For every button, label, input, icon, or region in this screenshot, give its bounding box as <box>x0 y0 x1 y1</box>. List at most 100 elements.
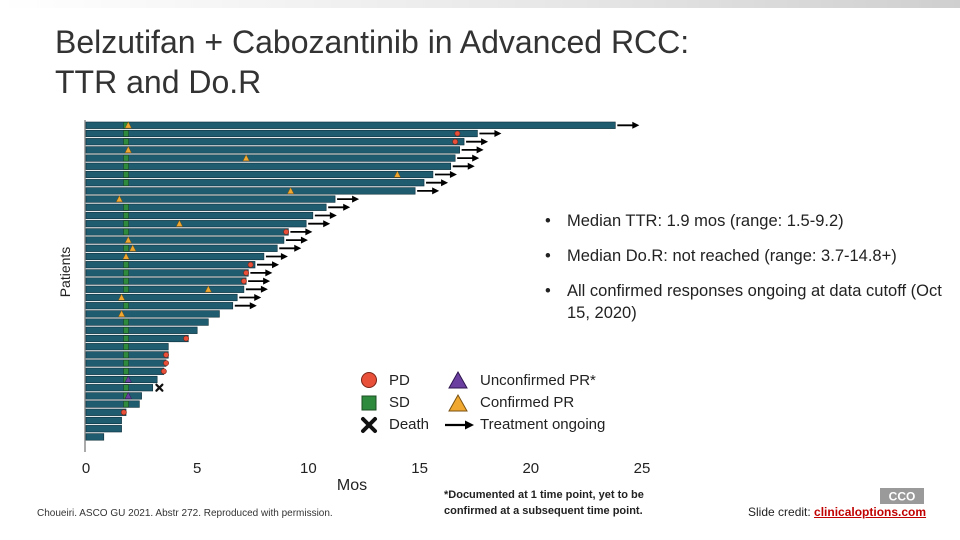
ongoing-arrowhead <box>441 179 449 187</box>
credit-link[interactable]: clinicaloptions.com <box>814 505 927 519</box>
confirmed-pr-marker <box>117 309 126 317</box>
sd-marker <box>123 318 129 326</box>
sd-marker <box>123 220 129 227</box>
confirmed-pr-marker <box>124 236 132 244</box>
patient-bar <box>85 121 616 129</box>
bullet-median-ttr: • Median TTR: 1.9 mos (range: 1.5-9.2) <box>545 210 945 232</box>
patient-bar <box>85 203 327 211</box>
pd-marker <box>283 228 290 235</box>
patient-bar <box>85 433 105 441</box>
sd-marker <box>123 269 129 277</box>
ongoing-arrowhead <box>343 203 351 211</box>
legend-arrow-symbol <box>445 420 474 430</box>
patient-bar <box>85 285 245 293</box>
confirmed-pr-marker <box>115 195 123 203</box>
patient-bar <box>85 326 198 334</box>
confirmed-pr-marker <box>287 186 295 194</box>
unconfirmed-pr-marker <box>124 391 132 399</box>
ongoing-arrowhead <box>265 269 273 277</box>
patient-bar <box>85 416 122 425</box>
confirmed-pr-marker <box>122 252 130 260</box>
sd-marker <box>123 302 129 309</box>
legend-sd-label: SD <box>389 394 410 411</box>
bullet-text: Median TTR: 1.9 mos (range: 1.5-9.2) <box>567 212 844 230</box>
ongoing-arrowhead <box>432 187 440 195</box>
patient-bar <box>85 187 416 195</box>
sd-marker <box>123 261 129 268</box>
ongoing-arrowhead <box>272 261 280 269</box>
pd-marker <box>247 261 254 268</box>
x-tick-label: 25 <box>634 460 651 477</box>
bullet-median-dor: • Median Do.R: not reached (range: 3.7-1… <box>545 245 945 267</box>
x-tick-label: 10 <box>300 460 317 477</box>
sd-marker <box>123 130 129 137</box>
sd-marker <box>123 343 129 350</box>
sd-marker <box>123 327 129 334</box>
ongoing-arrowhead <box>254 294 262 301</box>
ongoing-arrowhead <box>352 195 360 203</box>
ongoing-arrowhead <box>494 130 502 137</box>
confirmed-pr-marker <box>242 154 250 162</box>
pd-marker <box>160 368 167 375</box>
legend-pd-symbol <box>361 372 377 388</box>
ongoing-arrowhead <box>467 162 475 170</box>
confirmed-pr-marker <box>204 285 212 293</box>
ongoing-arrowhead <box>632 121 640 129</box>
patient-bar <box>85 293 238 302</box>
patient-bar <box>85 277 247 285</box>
patient-bar <box>85 195 336 203</box>
footnote: *Documented at 1 time point, yet to be c… <box>444 487 644 519</box>
ongoing-arrowhead <box>300 236 308 244</box>
bullet-marker: • <box>545 282 551 300</box>
bullet-responses-ongoing: • All confirmed responses ongoing at dat… <box>545 280 945 324</box>
footnote-line2: confirmed at a subsequent time point. <box>444 505 643 517</box>
ongoing-arrowhead <box>294 244 302 252</box>
x-tick-label: 5 <box>193 460 201 477</box>
patient-bar <box>85 170 434 179</box>
logo-text: CCO <box>889 490 916 504</box>
credit-label: Slide credit: <box>748 505 815 519</box>
patient-bar <box>85 228 289 236</box>
patient-bar <box>85 129 478 138</box>
marker-layer <box>115 121 640 416</box>
sd-marker <box>123 228 129 236</box>
sd-marker <box>123 400 129 408</box>
slide-title: Belzutifan + Cabozantinib in Advanced RC… <box>55 22 689 102</box>
bullet-marker: • <box>545 247 551 265</box>
pd-marker <box>241 278 247 284</box>
confirmed-pr-marker <box>117 293 126 301</box>
sd-marker <box>123 163 129 170</box>
sd-marker <box>123 351 129 359</box>
patient-bar <box>85 146 460 154</box>
patient-bar <box>85 211 314 220</box>
x-axis-ticks: 0 5 10 15 20 25 <box>82 460 651 477</box>
patient-bar <box>85 392 142 400</box>
pd-marker <box>452 138 459 145</box>
sd-marker <box>123 335 129 342</box>
legend-ongoing-label: Treatment ongoing <box>480 416 606 433</box>
legend-death-label: Death <box>389 416 430 433</box>
sd-marker <box>123 204 129 211</box>
slide-title-line1: Belzutifan + Cabozantinib in Advanced RC… <box>55 24 690 60</box>
patient-bar <box>85 384 154 392</box>
pd-marker <box>120 409 127 416</box>
death-marker <box>155 383 164 392</box>
patient-bar <box>85 236 285 244</box>
x-axis-label: Mos <box>337 477 367 494</box>
top-accent-bar <box>0 0 960 8</box>
confirmed-pr-marker <box>124 145 132 153</box>
sd-marker <box>123 212 129 219</box>
patient-bar <box>85 400 140 408</box>
patient-bar <box>85 261 256 269</box>
legend-sd-symbol <box>361 395 377 411</box>
sd-marker <box>123 171 129 178</box>
legend-confirmed-label: Confirmed PR <box>480 394 575 411</box>
pd-marker <box>454 130 461 137</box>
ongoing-arrowhead <box>323 220 331 228</box>
y-axis-label: Patients <box>57 247 73 298</box>
pd-marker <box>163 360 169 366</box>
patient-bar <box>85 252 265 261</box>
pd-marker <box>243 269 250 276</box>
sd-marker <box>123 138 129 145</box>
